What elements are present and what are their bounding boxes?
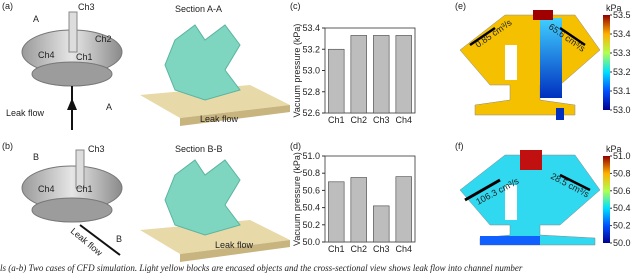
colorbar <box>603 156 610 243</box>
y-tick-label: 50.8 <box>302 168 320 178</box>
bar <box>395 176 412 243</box>
pressure-map <box>459 10 610 246</box>
x-tick-label: Ch2 <box>350 115 367 125</box>
panel-label: (a) <box>2 1 13 11</box>
y-tick-label: 51.0 <box>302 151 320 161</box>
y-tick-label: 50.2 <box>302 220 320 230</box>
channel-label: A <box>106 102 112 112</box>
bar <box>328 181 345 243</box>
colorbar-tick-label: 53.4 <box>613 29 631 39</box>
bar <box>395 35 412 114</box>
x-tick-label: Ch4 <box>395 244 412 254</box>
colorbar-tick-label: 51.0 <box>613 151 631 161</box>
channel-label: Ch1 <box>76 184 93 194</box>
y-axis-label: Vacuum pressure (kPa) <box>292 24 302 118</box>
y-tick-label: 53.0 <box>302 66 320 76</box>
y-tick-label: 50.6 <box>302 185 320 195</box>
panel-label: (e) <box>455 1 466 11</box>
y-tick-label: 53.4 <box>302 23 320 33</box>
caption: ls (a-b) Two cases of CFD simulation. Li… <box>0 263 523 273</box>
gripper-drawing <box>21 11 123 256</box>
section-title: Section B-B <box>175 144 223 154</box>
channel-label: B <box>33 152 39 162</box>
flow-label: Leak flow <box>200 114 239 124</box>
colorbar-tick-label: 53.3 <box>613 48 631 58</box>
colorbar-unit: kPa <box>606 3 622 13</box>
channel-label: Ch4 <box>38 50 55 60</box>
channel-label: A <box>33 14 39 24</box>
colorbar-tick-label: 53.2 <box>613 67 631 77</box>
y-tick-label: 50.0 <box>302 237 320 247</box>
colorbar <box>603 15 610 110</box>
channel-label: Ch2 <box>95 34 112 44</box>
x-tick-label: Ch3 <box>373 115 390 125</box>
x-tick-label: Ch2 <box>350 244 367 254</box>
colorbar-tick-label: 50.4 <box>613 203 631 213</box>
y-tick-label: 53.2 <box>302 44 320 54</box>
panel-label: (f) <box>455 141 464 151</box>
colorbar-tick-label: 53.0 <box>613 105 631 115</box>
x-tick-label: Ch4 <box>395 115 412 125</box>
x-tick-label: Ch1 <box>328 115 345 125</box>
colorbar-tick-label: 53.1 <box>613 86 631 96</box>
section-drawing <box>140 24 290 262</box>
plot-frame <box>324 155 416 243</box>
channel-label: Ch3 <box>78 2 95 12</box>
section-title: Section A-A <box>175 4 222 14</box>
flow-label: Leak flow <box>215 240 254 250</box>
colorbar-tick-label: 50.0 <box>613 238 631 248</box>
colorbar-tick-label: 53.5 <box>613 10 631 20</box>
channel-label: Ch3 <box>88 144 105 154</box>
y-tick-label: 52.8 <box>302 87 320 97</box>
y-tick-label: 50.4 <box>302 203 320 213</box>
panel-label: (c) <box>290 1 301 11</box>
colorbar-unit: kPa <box>606 144 622 154</box>
bar <box>373 205 390 243</box>
bar <box>350 177 367 243</box>
bar <box>373 35 390 114</box>
channel-label: Ch4 <box>38 184 55 194</box>
channel-label: B <box>116 234 122 244</box>
colorbar-tick-label: 50.6 <box>613 186 631 196</box>
channel-label: Ch1 <box>76 52 93 62</box>
y-axis-label: Vacuum pressure (kPa) <box>292 152 302 246</box>
panel-label: (d) <box>290 141 301 151</box>
x-tick-label: Ch3 <box>373 244 390 254</box>
flow-label: Leak flow <box>6 108 45 118</box>
colorbar-tick-label: 50.8 <box>613 168 631 178</box>
colorbar-tick-label: 50.2 <box>613 221 631 231</box>
bar <box>350 35 367 114</box>
x-tick-label: Ch1 <box>328 244 345 254</box>
bar <box>328 48 345 114</box>
y-tick-label: 52.6 <box>302 108 320 118</box>
panel-label: (b) <box>2 141 13 151</box>
